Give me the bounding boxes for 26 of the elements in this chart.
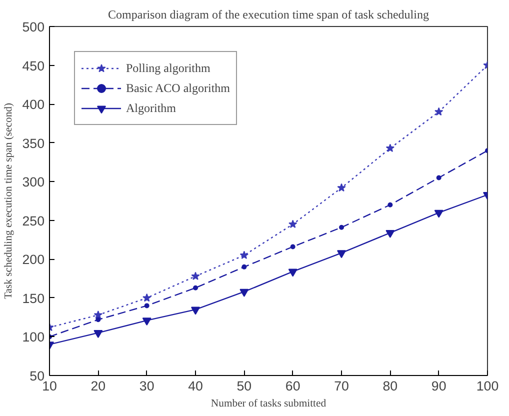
x-tick-label: 30 [139,378,154,394]
x-tick-label: 20 [90,378,106,394]
legend-label: Algorithm [126,100,176,116]
x-axis-title: Number of tasks submitted [210,398,327,410]
legend-label: Basic ACO algorithm [126,80,230,96]
y-tick-label: 300 [22,174,45,190]
x-tick-label: 90 [431,378,446,394]
x-tick-label: 80 [382,378,398,394]
x-tick-label: 100 [476,378,499,394]
y-axis-title: Task scheduling execution time span (second) [3,102,14,300]
x-tick-label: 10 [42,378,57,394]
y-tick-label: 50 [30,368,45,384]
y-tick-label: 350 [22,136,45,151]
y-tick-label: 500 [22,20,45,34]
x-tick-label: 50 [236,378,252,394]
x-tick-label: 40 [188,378,203,394]
y-tick-label: 400 [22,97,45,112]
y-tick-label: 200 [22,252,45,268]
chart-title: Comparison diagram of the execution time span of task scheduling [108,8,429,22]
x-tick-label: 70 [334,378,349,394]
y-tick-label: 150 [22,290,45,306]
y-tick-label: 100 [22,330,45,345]
legend-label: Polling algorithm [126,60,210,76]
y-tick-label: 250 [22,213,45,228]
y-tick-label: 450 [22,58,45,74]
x-tick-label: 60 [285,378,300,394]
